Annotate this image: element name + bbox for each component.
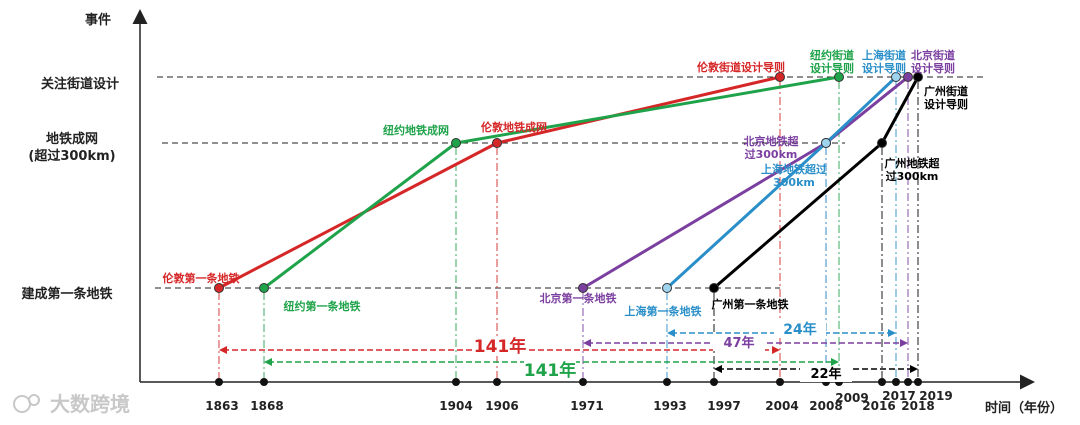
point-label-shanghai-1993: 上海第一条地铁	[625, 304, 702, 318]
event-label-1: 地铁成网(超过300km)	[28, 131, 115, 164]
point-london-2004	[775, 72, 785, 82]
point-label-guangzhou-1997: 广州第一条地铁	[712, 297, 789, 311]
point-label-beijing-2018: 北京街道设计导则	[911, 48, 955, 75]
gap-arrows: 141年 141年 47年 24年 22年	[219, 321, 918, 382]
gap-arrow-left-4	[714, 365, 722, 373]
point-shanghai-1993	[662, 283, 672, 293]
year-label-1863: 1863	[205, 399, 238, 413]
gap-arrow-right-1	[831, 358, 839, 366]
point-beijing-2018	[903, 72, 913, 82]
gap-arrow-left-2	[583, 339, 591, 347]
gap-label-bg-1	[524, 360, 576, 380]
year-tick-1906	[493, 378, 501, 386]
point-label-beijing-2008: 北京地铁超过300km	[744, 134, 800, 161]
year-tick-1971	[579, 378, 587, 386]
year-tick-1997	[710, 378, 718, 386]
point-label-shanghai-2017: 上海街道设计导则	[862, 48, 906, 75]
x-axis-title: 时间（年份）	[985, 400, 1063, 416]
gap-label-0: 141年	[474, 336, 527, 357]
point-label-beijing-1971: 北京第一条地铁	[540, 291, 617, 305]
year-label-2017: 2017	[882, 389, 915, 403]
year-label-1906: 1906	[485, 399, 518, 413]
year-tick-1863	[215, 378, 223, 386]
point-shanghai-2017	[891, 72, 901, 82]
point-shanghai-2008	[821, 138, 831, 148]
gap-arrow-left-0	[219, 346, 227, 354]
year-label-1904: 1904	[439, 399, 472, 413]
point-newyork-2009	[834, 72, 844, 82]
year-tick-2019	[914, 378, 922, 386]
point-label-guangzhou-2019: 广州街道设计导则	[924, 84, 968, 111]
point-guangzhou-2016	[877, 138, 887, 148]
year-tick-1993	[663, 378, 671, 386]
year-label-1997: 1997	[707, 399, 740, 413]
point-label-newyork-1904: 纽约地铁成网	[383, 123, 449, 137]
event-label-2: 关注街道设计	[41, 76, 119, 92]
year-tick-1904	[452, 378, 460, 386]
gap-arrow-right-2	[900, 339, 908, 347]
year-label-2008: 2008	[809, 399, 842, 413]
year-label-2016: 2016	[862, 399, 895, 413]
gap-label-bg-4	[800, 366, 852, 382]
point-label-london-1863: 伦敦第一条地铁	[163, 271, 240, 285]
point-newyork-1868	[259, 283, 269, 293]
year-label-2019: 2019	[919, 389, 952, 403]
gap-arrow-right-0	[772, 346, 780, 354]
point-london-1863	[214, 283, 224, 293]
gap-label-bg-3	[774, 321, 826, 338]
year-tick-2017	[892, 378, 900, 386]
gap-arrow-left-3	[667, 329, 675, 337]
point-london-1906	[492, 138, 502, 148]
watermark: 大数跨境	[13, 392, 130, 416]
watermark-logo-icon	[13, 395, 31, 413]
series-line-london	[218, 75, 781, 290]
gap-label-2: 47年	[723, 335, 754, 351]
gap-label-bg-0	[474, 336, 526, 356]
series-lines	[214, 72, 923, 293]
gap-arrow-right-3	[888, 329, 896, 337]
year-label-2009: 2009	[835, 391, 868, 405]
point-guangzhou-2019	[913, 72, 923, 82]
year-label-1971: 1971	[570, 399, 603, 413]
point-label-guangzhou-2016: 广州地铁超过300km	[885, 156, 941, 183]
event-label-0: 建成第一条地铁	[21, 286, 112, 302]
series-line-beijing	[582, 75, 909, 290]
year-label-1993: 1993	[653, 399, 686, 413]
gap-label-4: 22年	[810, 366, 841, 382]
gap-arrow-right-4	[910, 365, 918, 373]
point-label-london-2004: 伦敦街道设计导则	[697, 60, 785, 74]
year-tick-2018	[904, 378, 912, 386]
year-tick-2004	[776, 378, 784, 386]
point-label-newyork-2009: 纽约街道设计导则	[810, 48, 854, 75]
point-guangzhou-1997	[709, 283, 719, 293]
y-axis-title: 事件	[85, 12, 111, 28]
point-label-shanghai-2008: 上海地铁超过 300km	[761, 162, 827, 189]
gap-arrow-left-1	[264, 358, 272, 366]
year-label-1868: 1868	[250, 399, 283, 413]
gap-label-3: 24年	[783, 321, 816, 338]
year-label-2018: 2018	[901, 399, 934, 413]
point-label-london-1906: 伦敦地铁成网	[481, 120, 547, 134]
gap-label-1: 141年	[524, 360, 577, 381]
year-label-2004: 2004	[765, 399, 798, 413]
watermark-text: 大数跨境	[50, 392, 130, 416]
watermark-logo-icon-2	[28, 394, 40, 406]
point-label-newyork-1868: 纽约第一条地铁	[284, 299, 361, 313]
year-tick-2016	[878, 378, 886, 386]
year-tick-1868	[260, 378, 268, 386]
point-newyork-1904	[451, 138, 461, 148]
point-beijing-1971	[578, 283, 588, 293]
gap-label-bg-2	[713, 335, 765, 351]
